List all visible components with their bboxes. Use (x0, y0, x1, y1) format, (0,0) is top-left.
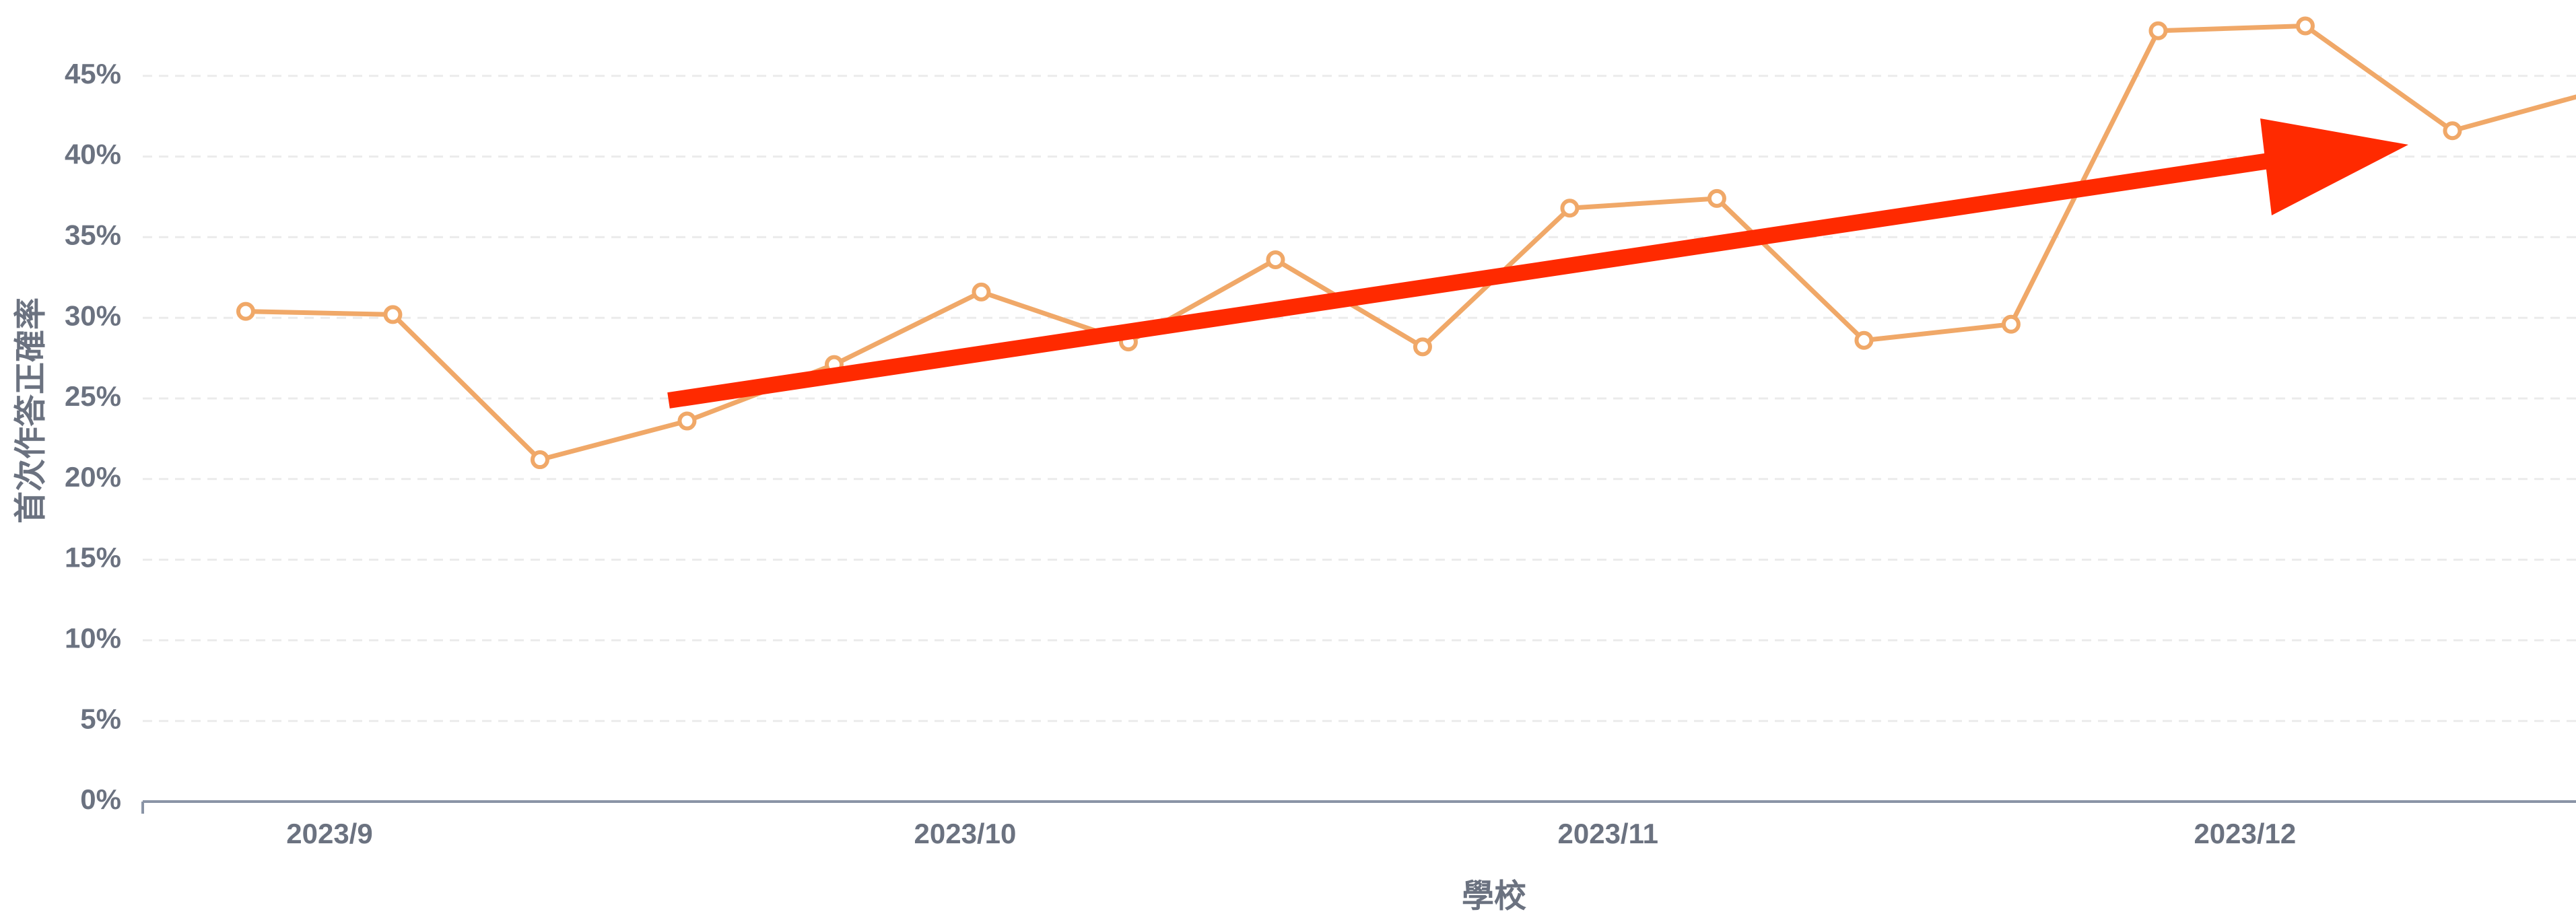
y-tick-label: 0% (80, 783, 121, 815)
arrow-shaft (667, 153, 2270, 409)
data-point (677, 411, 697, 431)
y-tick-label: 30% (65, 299, 121, 331)
y-tick-label: 45% (65, 58, 121, 90)
data-point (530, 450, 549, 470)
data-point (2001, 314, 2021, 334)
y-axis-title: 首次作答正確率 (13, 297, 49, 524)
x-tick-label: 2023/12 (2194, 818, 2296, 849)
x-tick-label: 2023/11 (1558, 818, 1659, 849)
axes: 0% 5% 10% 15% 20% 25% 30% 35% 40% 45% 2023/9 2023/1… (65, 58, 2576, 849)
series-line (245, 24, 2576, 462)
y-tick-label: 35% (65, 219, 121, 250)
y-tick-label: 10% (65, 622, 121, 654)
data-point (1707, 188, 1726, 208)
y-tick-label: 40% (65, 139, 121, 170)
data-point (972, 282, 991, 302)
data-point (1560, 199, 1580, 218)
data-point (1266, 250, 1285, 269)
y-tick-label: 15% (65, 542, 121, 573)
data-point (2443, 121, 2462, 141)
data-point (236, 302, 255, 321)
data-point (1854, 330, 1874, 350)
y-tick-label: 20% (65, 461, 121, 493)
data-point (2148, 21, 2168, 40)
y-tick-label: 5% (80, 703, 121, 734)
y-tick-label: 25% (65, 380, 121, 412)
data-point (383, 305, 403, 324)
x-tick-label: 2023/10 (914, 818, 1017, 849)
trend-arrow (667, 118, 2408, 409)
grid (143, 75, 2576, 722)
x-axis-title: 學校 (1462, 879, 1526, 915)
plot (236, 16, 2576, 470)
arrow-head (2260, 118, 2408, 215)
data-point (1413, 337, 1432, 357)
data-point (2295, 16, 2315, 36)
x-tick-label: 2023/9 (286, 818, 372, 849)
